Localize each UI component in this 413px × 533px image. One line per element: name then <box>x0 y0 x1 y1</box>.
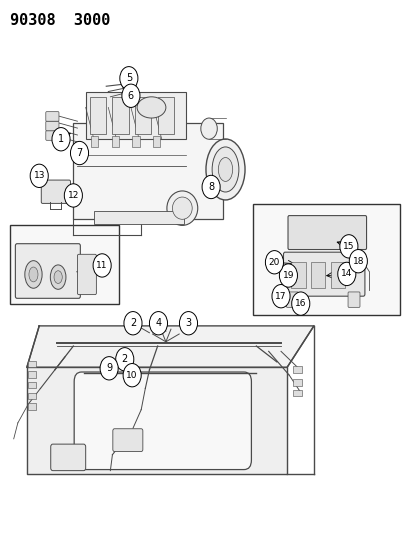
Circle shape <box>291 292 309 316</box>
Text: 2: 2 <box>130 318 136 328</box>
Circle shape <box>115 348 133 371</box>
FancyBboxPatch shape <box>51 444 85 471</box>
Bar <box>293 366 301 373</box>
Ellipse shape <box>137 97 166 118</box>
Ellipse shape <box>166 191 197 225</box>
Circle shape <box>30 164 48 188</box>
Circle shape <box>52 127 70 151</box>
Circle shape <box>121 84 140 108</box>
Bar <box>112 97 128 134</box>
Bar <box>91 135 98 147</box>
Ellipse shape <box>50 265 66 289</box>
Text: 11: 11 <box>96 261 108 270</box>
Text: 7: 7 <box>76 148 83 158</box>
Ellipse shape <box>211 147 238 192</box>
Circle shape <box>64 184 82 207</box>
Circle shape <box>70 141 88 165</box>
FancyBboxPatch shape <box>113 429 142 451</box>
Polygon shape <box>27 326 313 367</box>
Text: 20: 20 <box>268 258 280 266</box>
Circle shape <box>119 67 138 90</box>
FancyBboxPatch shape <box>15 244 80 298</box>
FancyBboxPatch shape <box>283 252 364 296</box>
FancyBboxPatch shape <box>77 254 96 295</box>
Text: 15: 15 <box>342 242 354 251</box>
Circle shape <box>337 262 355 286</box>
Text: 6: 6 <box>128 91 134 101</box>
Bar <box>330 262 344 288</box>
Text: 2: 2 <box>121 354 128 364</box>
Ellipse shape <box>206 139 244 200</box>
Text: 8: 8 <box>208 182 214 192</box>
Ellipse shape <box>218 158 232 181</box>
Text: 17: 17 <box>275 292 286 301</box>
Circle shape <box>349 249 366 273</box>
Bar <box>28 393 36 399</box>
FancyBboxPatch shape <box>73 123 223 219</box>
Circle shape <box>93 254 111 277</box>
Text: 13: 13 <box>33 171 45 180</box>
Ellipse shape <box>200 118 217 139</box>
Bar <box>310 262 325 288</box>
Bar <box>112 135 119 147</box>
Circle shape <box>123 312 142 335</box>
Circle shape <box>179 312 197 335</box>
Text: 90308  3000: 90308 3000 <box>10 13 111 28</box>
Ellipse shape <box>25 261 42 288</box>
Bar <box>28 382 36 389</box>
Bar <box>90 97 106 134</box>
Text: 4: 4 <box>155 318 161 328</box>
Circle shape <box>100 357 118 380</box>
Bar <box>135 97 151 134</box>
Ellipse shape <box>121 77 136 90</box>
Bar <box>252 204 399 316</box>
Bar <box>157 97 174 134</box>
FancyBboxPatch shape <box>347 292 359 308</box>
Circle shape <box>271 285 290 308</box>
Circle shape <box>202 175 220 199</box>
Bar <box>28 403 36 410</box>
Text: 10: 10 <box>126 370 138 379</box>
Text: 3: 3 <box>185 318 191 328</box>
Text: 14: 14 <box>340 269 351 278</box>
FancyBboxPatch shape <box>85 92 186 139</box>
FancyBboxPatch shape <box>287 216 366 249</box>
Text: 9: 9 <box>106 364 112 373</box>
Text: 19: 19 <box>282 271 294 280</box>
Bar <box>10 225 119 304</box>
Ellipse shape <box>29 267 38 282</box>
Text: 12: 12 <box>67 191 79 200</box>
Ellipse shape <box>54 271 62 284</box>
Bar <box>28 361 36 367</box>
FancyBboxPatch shape <box>94 211 184 224</box>
Ellipse shape <box>172 197 192 219</box>
FancyBboxPatch shape <box>41 180 70 204</box>
FancyBboxPatch shape <box>46 121 59 131</box>
Circle shape <box>339 235 357 258</box>
Bar <box>291 262 305 288</box>
FancyBboxPatch shape <box>74 372 251 470</box>
Circle shape <box>123 364 141 387</box>
Bar <box>293 390 301 397</box>
Text: 1: 1 <box>58 134 64 144</box>
Polygon shape <box>27 367 287 474</box>
FancyBboxPatch shape <box>46 131 59 140</box>
Bar <box>28 372 36 378</box>
Bar <box>152 135 160 147</box>
FancyBboxPatch shape <box>46 112 59 121</box>
Circle shape <box>279 264 297 287</box>
Text: 5: 5 <box>126 73 132 83</box>
Bar <box>293 379 301 386</box>
Text: 16: 16 <box>294 299 306 308</box>
Circle shape <box>265 251 283 274</box>
FancyBboxPatch shape <box>286 292 298 308</box>
Text: 18: 18 <box>352 257 363 265</box>
Circle shape <box>149 312 167 335</box>
Bar <box>132 135 139 147</box>
